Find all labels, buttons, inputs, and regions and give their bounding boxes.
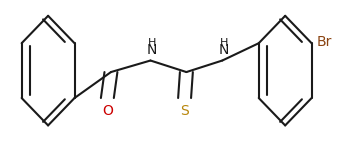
Text: H: H <box>220 37 228 47</box>
Text: S: S <box>180 104 189 118</box>
Text: Br: Br <box>317 35 332 49</box>
Text: N: N <box>147 43 157 57</box>
Text: H: H <box>148 37 156 47</box>
Text: O: O <box>102 104 113 118</box>
Text: N: N <box>219 43 229 57</box>
